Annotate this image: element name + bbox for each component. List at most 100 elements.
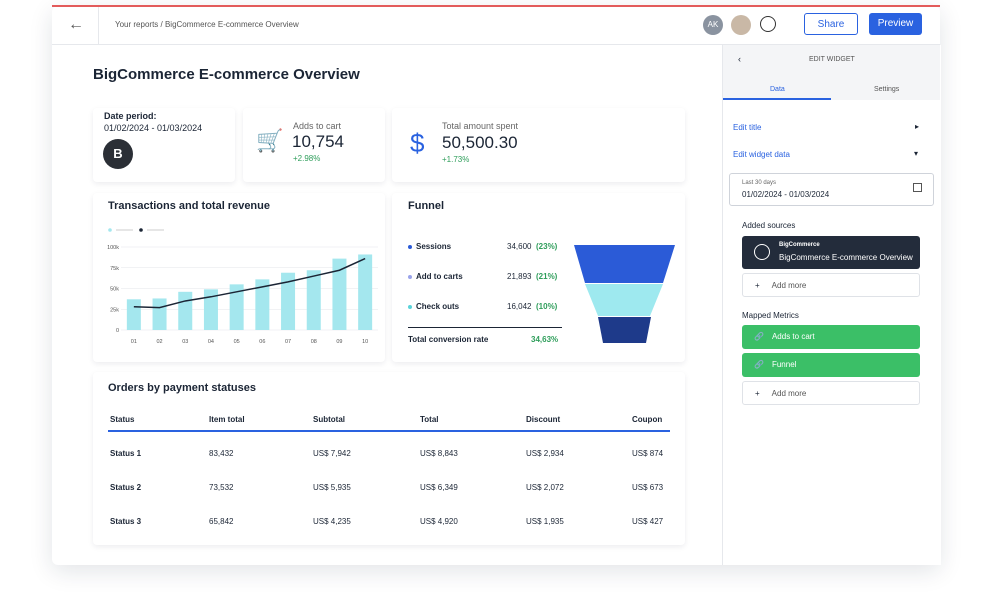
table-cell: Status 2 [110, 483, 142, 492]
x-tick-label: 01 [131, 339, 137, 345]
x-tick-label: 10 [362, 339, 368, 345]
bar [126, 299, 141, 330]
panel-title: EDIT WIDGET [809, 56, 855, 63]
section-label: Mapped Metrics [742, 311, 799, 320]
y-tick-label: 75k [110, 266, 119, 272]
edit-title[interactable]: Edit title [733, 123, 762, 132]
line [133, 257, 366, 309]
kpi-card [392, 108, 685, 182]
back-button[interactable]: ← [68, 16, 84, 33]
panel-back[interactable]: ‹ [738, 54, 741, 64]
funnel-total-label: Total conversion rate [408, 335, 489, 344]
tab-underline [723, 98, 831, 100]
table-cell: US$ 2,072 [526, 483, 564, 492]
funnel-pct: (10%) [536, 302, 558, 311]
funnel-graphic [574, 245, 675, 343]
section-label: Added sources [742, 221, 796, 230]
add-more-button[interactable]: + Add more [742, 381, 920, 405]
tab[interactable]: Data [770, 86, 785, 93]
table-cell: US$ 5,935 [313, 483, 351, 492]
funnel-pct: (23%) [536, 242, 558, 251]
funnel-total-line [408, 327, 562, 328]
table-cell: Status 1 [110, 449, 142, 458]
funnel-total-value: 34,63% [531, 335, 559, 344]
source-detail: BigCommerce E-commerce Overview [779, 253, 913, 262]
table-card [93, 372, 685, 545]
kpi-change: +1.73% [442, 155, 470, 164]
x-tick-label: 09 [336, 339, 342, 345]
bar [332, 258, 347, 330]
funnel-label: Add to carts [416, 272, 463, 281]
bigcommerce-logo: B [103, 139, 133, 169]
table-header: Subtotal [313, 415, 345, 424]
table-header: Status [110, 415, 135, 424]
funnel-dot [408, 245, 412, 249]
date-input[interactable] [729, 173, 934, 206]
breadcrumb[interactable]: Your reports / BigCommerce E-commerce Ov… [115, 20, 299, 29]
table-cell: US$ 4,235 [313, 517, 351, 526]
add-more-button[interactable]: + Add more [742, 273, 920, 297]
table-header: Total [420, 415, 439, 424]
share-button[interactable]: Share [804, 13, 858, 35]
table-cell: US$ 1,935 [526, 517, 564, 526]
table-cell: 65,842 [209, 517, 234, 526]
divider [98, 7, 99, 44]
table-header: Item total [209, 415, 245, 424]
metric-item[interactable]: 🔗 Funnel [742, 353, 920, 377]
x-tick-label: 06 [259, 339, 265, 345]
kpi-value: 10,754 [292, 132, 344, 151]
funnel-label: Sessions [416, 242, 452, 251]
metric-label: Adds to cart [771, 332, 815, 341]
x-tick-label: 04 [208, 339, 214, 345]
funnel-pct: (21%) [536, 272, 558, 281]
avatar-photo[interactable] [731, 15, 751, 35]
metric-item[interactable]: 🔗 Adds to cart [742, 325, 920, 349]
table-cell: 83,432 [209, 449, 234, 458]
table-header: Discount [526, 415, 561, 424]
table-cell: US$ 427 [632, 517, 664, 526]
preview-button[interactable]: Preview [869, 13, 922, 35]
bar [203, 289, 218, 330]
bar [281, 272, 296, 330]
legend-marker [139, 228, 143, 232]
source-item[interactable] [742, 236, 920, 269]
chevron: ▸ [915, 122, 920, 131]
comments-icon[interactable] [760, 16, 776, 32]
kpi-label: Adds to cart [293, 121, 342, 131]
top-accent [52, 5, 940, 7]
edit-widget-data[interactable]: Edit widget data [733, 150, 790, 159]
kpi-label: Total amount spent [442, 121, 519, 131]
source-name: BigCommerce [779, 242, 820, 248]
cart-icon: 🛒 [256, 128, 284, 153]
table-cell: Status 3 [110, 517, 142, 526]
kpi-card [243, 108, 385, 182]
table-title: Orders by payment statuses [108, 382, 256, 394]
bar [152, 298, 167, 330]
source-icon [754, 244, 770, 260]
table-cell: US$ 673 [632, 483, 664, 492]
funnel-value: 16,042 [507, 302, 532, 311]
funnel-value: 21,893 [507, 272, 532, 281]
funnel-stage [574, 245, 675, 283]
date-hint: Last 30 days [742, 180, 777, 186]
add-more-label: Add more [771, 389, 807, 398]
dashboard-title: BigCommerce E-commerce Overview [93, 66, 360, 83]
table-cell: US$ 874 [632, 449, 664, 458]
x-tick-label: 05 [234, 339, 240, 345]
date-value: 01/02/2024 - 01/03/2024 [742, 190, 830, 199]
x-tick-label: 02 [156, 339, 162, 345]
funnel-dot [408, 275, 412, 279]
table-cell: 73,532 [209, 483, 234, 492]
kpi-value: 50,500.30 [442, 133, 518, 152]
table-header: Coupon [632, 415, 663, 424]
y-tick-label: 25k [110, 307, 119, 313]
table-cell: US$ 2,934 [526, 449, 564, 458]
chevron: ▾ [914, 149, 919, 158]
funnel-title: Funnel [408, 200, 445, 212]
table-cell: US$ 8,843 [420, 449, 458, 458]
topbar-border [52, 44, 940, 45]
x-tick-label: 07 [285, 339, 291, 345]
funnel-stage [598, 317, 651, 343]
avatar[interactable]: AK [703, 15, 723, 35]
tab[interactable]: Settings [874, 86, 900, 93]
